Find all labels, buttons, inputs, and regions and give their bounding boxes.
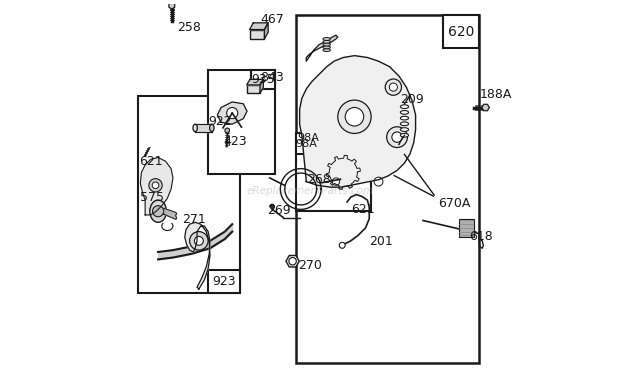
Ellipse shape [150, 200, 166, 222]
Bar [296, 133, 316, 154]
Ellipse shape [210, 124, 214, 132]
Text: 201: 201 [370, 235, 393, 248]
Ellipse shape [319, 169, 322, 175]
Polygon shape [247, 79, 264, 85]
Circle shape [387, 127, 407, 147]
Text: 621: 621 [351, 203, 374, 216]
Ellipse shape [325, 169, 329, 175]
Ellipse shape [193, 124, 197, 132]
Circle shape [195, 236, 203, 245]
Circle shape [389, 83, 397, 91]
Text: 843: 843 [260, 71, 284, 84]
Ellipse shape [401, 122, 409, 126]
Ellipse shape [401, 133, 409, 137]
Text: 935: 935 [251, 73, 275, 86]
Bar [296, 133, 371, 211]
Circle shape [374, 177, 383, 186]
Bar [296, 15, 479, 363]
Bar [250, 70, 275, 89]
Circle shape [338, 100, 371, 133]
Text: eReplacementParts.com: eReplacementParts.com [246, 186, 374, 196]
Polygon shape [299, 56, 415, 187]
Text: 618: 618 [469, 230, 493, 243]
FancyBboxPatch shape [459, 218, 474, 237]
Circle shape [332, 178, 340, 185]
Bar [443, 15, 479, 48]
Text: 621: 621 [139, 155, 162, 168]
FancyBboxPatch shape [250, 29, 265, 39]
Ellipse shape [401, 110, 409, 114]
Text: 268: 268 [308, 173, 331, 186]
Text: 209: 209 [400, 93, 423, 106]
Text: 467: 467 [260, 13, 284, 26]
Circle shape [149, 179, 162, 192]
Circle shape [385, 79, 402, 95]
Text: 269: 269 [267, 204, 290, 217]
Circle shape [153, 206, 164, 217]
Circle shape [289, 257, 296, 265]
Circle shape [336, 165, 351, 180]
Circle shape [345, 107, 364, 126]
Ellipse shape [323, 40, 330, 43]
Text: 258: 258 [177, 22, 202, 34]
Bar [208, 271, 239, 293]
Ellipse shape [323, 43, 330, 46]
Circle shape [270, 204, 275, 209]
Polygon shape [326, 155, 360, 189]
Text: 575: 575 [140, 191, 164, 204]
Polygon shape [250, 23, 268, 29]
Text: 270: 270 [298, 259, 322, 272]
Polygon shape [265, 23, 268, 39]
Circle shape [339, 242, 345, 248]
Circle shape [340, 169, 347, 176]
Polygon shape [260, 79, 264, 93]
Polygon shape [185, 222, 210, 289]
Ellipse shape [401, 128, 409, 132]
Bar [138, 96, 239, 293]
Text: 923: 923 [212, 275, 236, 288]
Circle shape [392, 132, 402, 143]
Circle shape [152, 182, 159, 189]
Circle shape [227, 107, 237, 119]
FancyBboxPatch shape [247, 85, 260, 93]
Ellipse shape [312, 169, 316, 175]
Ellipse shape [401, 105, 409, 108]
Ellipse shape [323, 49, 330, 51]
Polygon shape [306, 35, 338, 61]
Ellipse shape [401, 116, 409, 120]
Text: 670A: 670A [438, 197, 470, 209]
Polygon shape [218, 102, 247, 124]
Text: 188A: 188A [480, 88, 512, 101]
Text: 423: 423 [224, 135, 247, 148]
Ellipse shape [316, 169, 319, 175]
Bar [208, 70, 275, 174]
Text: 922: 922 [208, 115, 232, 128]
Polygon shape [164, 208, 177, 219]
Text: 98A: 98A [295, 139, 317, 149]
Polygon shape [140, 158, 173, 215]
Ellipse shape [322, 169, 325, 175]
Circle shape [190, 232, 208, 250]
Ellipse shape [323, 46, 330, 49]
Ellipse shape [323, 37, 330, 40]
Text: 271: 271 [182, 213, 206, 226]
Text: 98A: 98A [298, 133, 319, 143]
Text: 620: 620 [448, 25, 474, 39]
